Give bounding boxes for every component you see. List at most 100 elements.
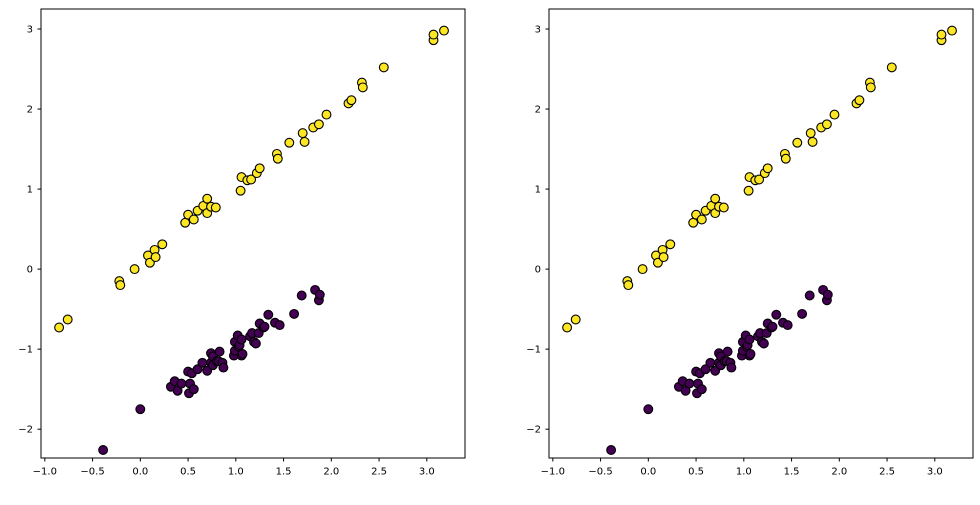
y-tick-label: 0 (535, 265, 541, 276)
data-point-cluster-purple (289, 308, 300, 319)
data-point-cluster-yellow (54, 322, 65, 333)
x-tick-label: −1.0 (541, 467, 565, 478)
data-point-cluster-purple (797, 308, 808, 319)
data-point-cluster-purple (643, 404, 654, 415)
data-point-cluster-purple (236, 334, 247, 345)
data-point-cluster-yellow (792, 137, 803, 148)
data-point-cluster-purple (722, 346, 733, 357)
data-point-cluster-yellow (272, 153, 283, 164)
data-point-cluster-purple (197, 357, 208, 368)
data-point-cluster-yellow (805, 128, 816, 139)
data-point-cluster-purple (705, 357, 716, 368)
x-tick-label: 1.0 (736, 467, 752, 478)
data-point-cluster-purple (98, 445, 109, 455)
data-point-cluster-yellow (378, 62, 389, 73)
x-tick-label: 2.5 (371, 467, 387, 478)
y-tick-label: −2 (526, 425, 541, 436)
data-point-cluster-purple (745, 349, 756, 359)
data-point-cluster-purple (274, 320, 285, 331)
data-point-cluster-yellow (313, 119, 324, 130)
y-tick-label: −2 (18, 425, 33, 436)
data-point-cluster-yellow (157, 239, 168, 250)
data-point-cluster-yellow (710, 193, 721, 204)
data-point-cluster-yellow (658, 252, 669, 263)
data-point-cluster-yellow (807, 136, 818, 147)
data-point-cluster-yellow (562, 322, 573, 333)
data-point-cluster-yellow (210, 202, 221, 213)
data-point-cluster-yellow (762, 163, 773, 174)
y-tick-label: 2 (27, 105, 33, 116)
data-point-cluster-yellow (696, 214, 707, 225)
x-tick-label: 2.0 (323, 467, 339, 478)
x-tick-label: 1.5 (276, 467, 292, 478)
x-tick-label: 0.0 (640, 467, 656, 478)
data-point-cluster-purple (263, 309, 274, 320)
data-point-cluster-purple (237, 349, 248, 359)
data-point-cluster-yellow (188, 214, 199, 225)
x-tick-label: 0.0 (132, 467, 148, 478)
data-point-cluster-yellow (886, 62, 897, 73)
y-tick-label: 3 (27, 25, 33, 36)
x-tick-label: 2.0 (831, 467, 847, 478)
data-point-cluster-purple (744, 334, 755, 345)
data-point-cluster-purple (176, 378, 187, 389)
data-point-cluster-yellow (357, 82, 368, 93)
data-point-cluster-yellow (754, 174, 765, 185)
x-tick-label: −0.5 (80, 467, 104, 478)
data-point-cluster-yellow (821, 119, 832, 130)
data-point-cluster-purple (259, 321, 270, 332)
y-tick-label: 0 (27, 265, 33, 276)
data-point-cluster-yellow (439, 25, 449, 36)
data-point-cluster-yellow (665, 239, 676, 250)
x-tick-label: 0.5 (180, 467, 196, 478)
y-tick-label: 2 (535, 105, 541, 116)
data-point-cluster-yellow (115, 280, 126, 291)
data-point-cluster-yellow (202, 193, 213, 204)
data-point-cluster-purple (296, 290, 307, 301)
y-tick-label: 1 (27, 185, 33, 196)
data-point-cluster-purple (135, 404, 146, 415)
data-point-cluster-yellow (637, 264, 648, 275)
data-point-cluster-purple (771, 309, 782, 320)
x-tick-label: −1.0 (33, 467, 57, 478)
data-point-cluster-purple (606, 445, 617, 455)
data-point-cluster-purple (684, 378, 695, 389)
data-point-cluster-purple (188, 384, 199, 395)
data-point-cluster-purple (250, 338, 261, 349)
data-point-cluster-yellow (299, 136, 310, 147)
data-point-cluster-yellow (936, 29, 947, 40)
data-point-cluster-purple (314, 289, 325, 300)
data-point-cluster-purple (726, 362, 737, 373)
data-point-cluster-purple (218, 362, 229, 373)
data-point-cluster-yellow (780, 153, 791, 164)
data-point-cluster-purple (782, 320, 793, 331)
data-point-cluster-purple (214, 346, 225, 357)
data-point-cluster-yellow (829, 109, 840, 120)
data-point-cluster-yellow (854, 95, 865, 106)
panel-left: −1.0 −0.5 0.0 0.5 1.0 1.5 2.0 2.5 3.0 3 2 1 0 −1 −2 (18, 8, 466, 478)
data-point-cluster-yellow (284, 137, 295, 148)
y-tick-label: 3 (535, 25, 541, 36)
x-tick-label: 2.5 (879, 467, 895, 478)
data-point-cluster-yellow (235, 185, 246, 196)
data-point-cluster-yellow (743, 185, 754, 196)
data-point-cluster-yellow (718, 202, 729, 213)
data-point-cluster-yellow (254, 163, 265, 174)
data-point-cluster-yellow (865, 82, 876, 93)
data-point-cluster-purple (822, 289, 833, 300)
data-point-cluster-purple (804, 290, 815, 301)
data-point-cluster-yellow (62, 314, 73, 325)
x-tick-label: 3.0 (927, 467, 943, 478)
data-point-cluster-yellow (246, 174, 257, 185)
data-point-cluster-yellow (947, 25, 957, 36)
data-point-cluster-yellow (150, 252, 161, 263)
data-point-cluster-yellow (346, 95, 357, 106)
y-tick-label: 1 (535, 185, 541, 196)
panel-right: −1.0 −0.5 0.0 0.5 1.0 1.5 2.0 2.5 3.0 3 2 1 0 −1 −2 (526, 8, 974, 478)
y-tick-label: −1 (526, 345, 541, 356)
y-tick-label: −1 (18, 345, 33, 356)
x-tick-label: −0.5 (588, 467, 612, 478)
data-point-cluster-yellow (321, 109, 332, 120)
